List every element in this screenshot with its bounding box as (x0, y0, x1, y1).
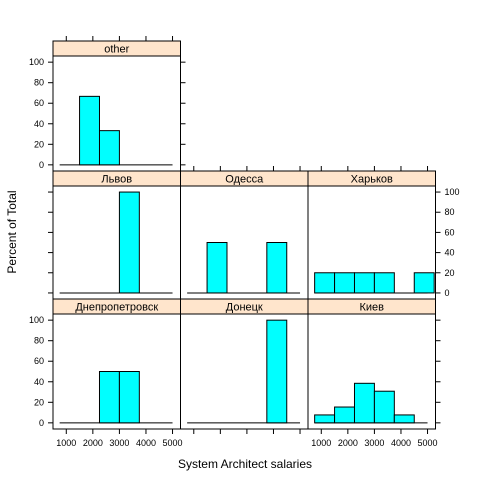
y-tick-label: 100 (445, 187, 460, 197)
strip-label: other (104, 43, 129, 55)
bar (334, 406, 355, 424)
strip-label: Харьков (351, 173, 393, 185)
y-tick-label: 40 (34, 119, 44, 129)
y-tick-label: 0 (39, 418, 44, 428)
y-tick-label: 100 (29, 57, 44, 67)
y-tick-label: 0 (445, 288, 450, 298)
y-tick-label: 60 (445, 227, 455, 237)
y-tick-label: 80 (34, 336, 44, 346)
bar (206, 242, 228, 294)
y-tick-label: 20 (34, 139, 44, 149)
y-tick-label: 40 (445, 248, 455, 258)
strip-label: Киев (359, 301, 384, 313)
bar (118, 371, 140, 424)
x-tick-label: 3000 (109, 438, 129, 448)
panel-frame (52, 185, 181, 300)
panel-Днепропетровск: Днепропетровск 0 20 40 60 80 100 1000 2000 3000 40… (29, 298, 183, 448)
y-tick-label: 80 (445, 207, 455, 217)
panel-frame (180, 313, 309, 430)
y-tick-label: 20 (445, 268, 455, 278)
bar (314, 272, 336, 294)
bar (266, 242, 288, 294)
bar (353, 382, 375, 424)
strip-label: Львов (101, 173, 132, 185)
x-tick-label: 5000 (163, 438, 183, 448)
y-axis-title: Percent of Total (5, 190, 19, 273)
panel-frame (180, 185, 309, 300)
x-tick-label: 2000 (338, 438, 358, 448)
panel-Харьков: Харьков 0 20 40 60 80 100 (307, 170, 460, 300)
y-tick-label: 60 (34, 356, 44, 366)
panel-frame (307, 313, 436, 430)
y-tick-label: 0 (39, 160, 44, 170)
bar (393, 414, 415, 424)
bar (79, 95, 100, 166)
bar (373, 272, 395, 294)
bar (314, 414, 336, 424)
x-tick-label: 2000 (83, 438, 103, 448)
y-tick-label: 60 (34, 98, 44, 108)
panels-layer: other 0 20 40 60 80 100 Львов Одесса Харьков 0 20 40… (29, 36, 460, 448)
x-axis-title: System Architect salaries (178, 457, 312, 471)
x-tick-label: 5000 (418, 438, 438, 448)
panel-Одесса: Одесса (180, 170, 309, 300)
y-tick-label: 40 (34, 377, 44, 387)
x-tick-label: 4000 (136, 438, 156, 448)
bar (373, 390, 395, 424)
bar (118, 191, 140, 294)
bar (98, 371, 120, 424)
bar (266, 319, 288, 424)
strip-label: Донецк (226, 301, 263, 313)
bar (413, 272, 435, 294)
bar (353, 272, 375, 294)
panel-Львов: Львов (48, 170, 181, 300)
bar (98, 130, 120, 166)
y-tick-label: 20 (34, 397, 44, 407)
x-tick-label: 3000 (364, 438, 384, 448)
y-tick-label: 100 (29, 315, 44, 325)
x-tick-label: 1000 (56, 438, 76, 448)
x-tick-label: 4000 (391, 438, 411, 448)
x-tick-label: 1000 (311, 438, 331, 448)
panel-Донецк: Донецк (180, 298, 309, 434)
strip-label: Днепропетровск (75, 301, 158, 313)
y-tick-label: 80 (34, 78, 44, 88)
strip-label: Одесса (225, 173, 264, 185)
panel-other: other 0 20 40 60 80 100 (29, 36, 186, 172)
bar (334, 272, 355, 294)
panel-Киев: Киев 1000 2000 3000 4000 5000 (307, 298, 441, 448)
